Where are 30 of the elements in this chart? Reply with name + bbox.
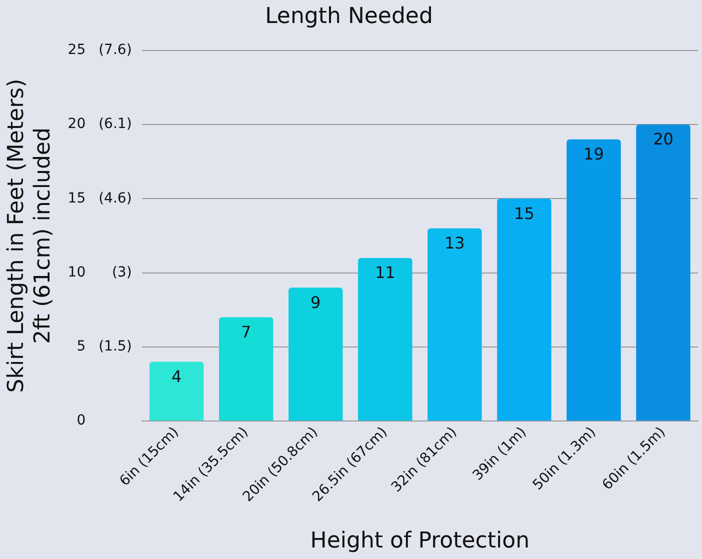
y2-tick-label: (1.5): [98, 338, 132, 355]
bar: [428, 228, 482, 421]
data-label: 9: [310, 292, 321, 312]
data-label: 11: [374, 263, 396, 282]
bar: [358, 258, 412, 421]
x-axis-title: Height of Protection: [310, 528, 530, 554]
y2-tick-label: (6.1): [98, 116, 132, 132]
y-tick-label: 5: [76, 338, 86, 355]
data-label: 7: [240, 322, 252, 342]
chart-title: Length Needed: [265, 4, 433, 29]
y-tick-label: 25: [68, 42, 86, 58]
data-label: 19: [584, 144, 604, 164]
y2-tick-label: (3): [112, 264, 132, 280]
y-tick-label: 0: [76, 412, 86, 429]
y-tick-label: 10: [68, 264, 86, 280]
y-tick-label: 15: [68, 190, 86, 206]
data-label: 20: [653, 130, 674, 149]
bar: [149, 362, 204, 421]
bar: [218, 317, 274, 421]
y-axis-title: Skirt Length in Feet (Meters) 2ft (61cm) included: [4, 78, 56, 393]
y-tick-label: 20: [68, 116, 86, 132]
bar: [636, 124, 690, 421]
bar: [566, 139, 621, 421]
y2-tick-label: (7.6): [98, 42, 132, 58]
data-label: 13: [444, 233, 465, 252]
data-label: 15: [514, 204, 534, 223]
y2-tick-label: (4.6): [98, 190, 132, 206]
bar: [288, 288, 343, 421]
bar: [497, 198, 552, 421]
data-label: 4: [171, 366, 182, 386]
